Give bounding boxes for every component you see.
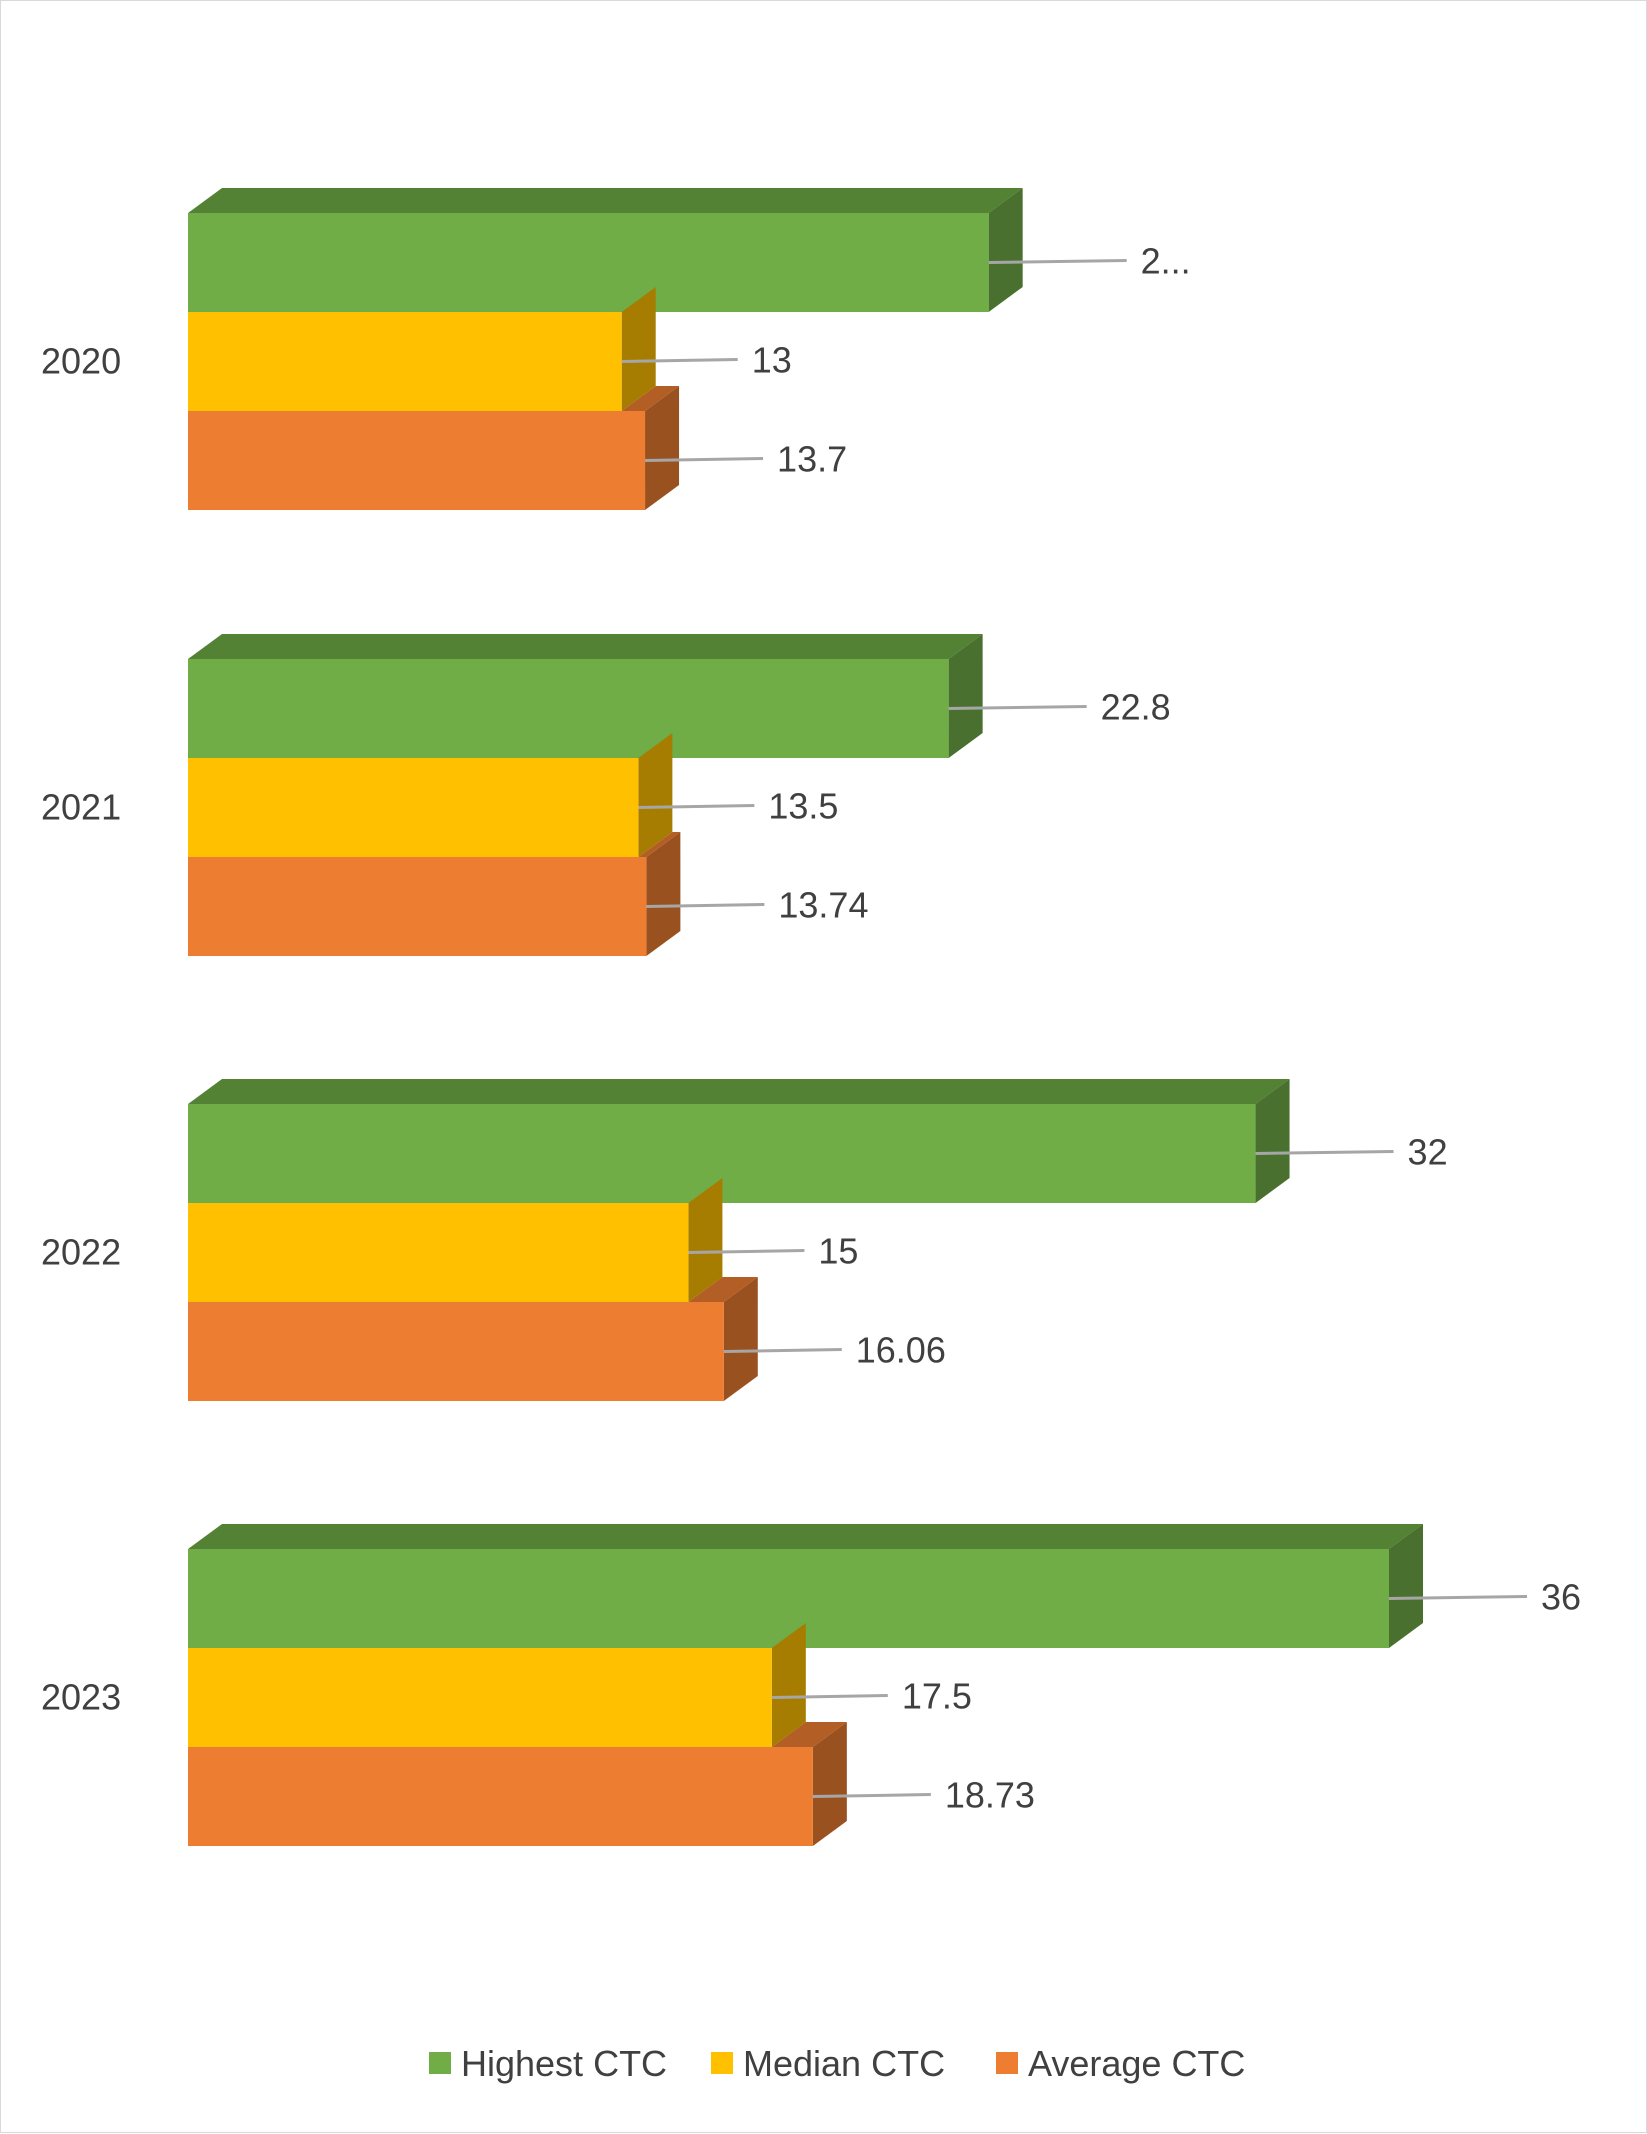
- leader-line: [646, 903, 765, 908]
- bar-side-face: [771, 1623, 806, 1747]
- legend-swatch: [429, 2052, 451, 2074]
- data-label-highest-ctc-2020: 2...: [1141, 241, 1191, 282]
- bar-side-face: [1255, 1079, 1290, 1203]
- labels-layer: 2020 2... 13 13.7 2021 22.8 13.5 13.74 2022 32 15 1…: [41, 241, 1581, 1816]
- bar-front-face: [188, 857, 647, 956]
- bar-highest-ctc-2023: [188, 1524, 1423, 1648]
- bar-front-face: [188, 1747, 813, 1846]
- data-label-average-ctc-2023: 18.73: [945, 1775, 1035, 1816]
- data-label-average-ctc-2020: 13.7: [777, 439, 847, 480]
- leader-line: [948, 705, 1087, 710]
- leader-line: [988, 259, 1127, 264]
- bar-median-ctc-2021: [188, 733, 673, 857]
- bar-highest-ctc-2022: [188, 1079, 1290, 1203]
- bar-side-face: [948, 634, 983, 758]
- category-label-2023: 2023: [41, 1677, 121, 1718]
- category-label-2021: 2021: [41, 787, 121, 828]
- bar-side-face: [638, 733, 673, 857]
- bar-side-face: [723, 1277, 758, 1401]
- bar-top-face: [638, 832, 681, 857]
- data-label-median-ctc-2021: 13.5: [768, 786, 838, 827]
- bar-highest-ctc-2020: [188, 188, 1023, 312]
- leader-line: [621, 358, 738, 363]
- bar-top-face: [771, 1722, 847, 1747]
- category-label-2022: 2022: [41, 1232, 121, 1273]
- bar-median-ctc-2022: [188, 1178, 723, 1302]
- bar-top-face: [188, 1079, 1290, 1104]
- legend-item-highest-ctc: Highest CTC: [429, 2043, 667, 2084]
- bar-front-face: [188, 1302, 724, 1401]
- bar-top-face: [188, 634, 983, 659]
- bar-top-face: [188, 1524, 1423, 1549]
- bar-side-face: [812, 1722, 847, 1846]
- leader-line: [1255, 1150, 1394, 1155]
- bar-average-ctc-2020: [188, 386, 680, 510]
- bar-top-face: [621, 386, 680, 411]
- bar-side-face: [688, 1178, 723, 1302]
- legend-swatch: [996, 2052, 1018, 2074]
- category-label-2020: 2020: [41, 341, 121, 382]
- data-label-average-ctc-2021: 13.74: [778, 885, 868, 926]
- bar-highest-ctc-2021: [188, 634, 983, 758]
- data-label-median-ctc-2022: 15: [818, 1231, 858, 1272]
- bar-top-face: [688, 1277, 758, 1302]
- data-label-average-ctc-2022: 16.06: [856, 1330, 946, 1371]
- bar-side-face: [646, 832, 681, 956]
- bars-layer: [188, 188, 1423, 1846]
- legend-swatch: [711, 2052, 733, 2074]
- bar-average-ctc-2023: [188, 1722, 847, 1846]
- data-label-highest-ctc-2022: 32: [1408, 1132, 1448, 1173]
- bar-top-face: [188, 188, 1023, 213]
- bar-average-ctc-2021: [188, 832, 681, 956]
- bar-front-face: [188, 411, 646, 510]
- leader-line: [688, 1249, 805, 1254]
- bar-front-face: [188, 312, 622, 411]
- legend-label: Highest CTC: [461, 2043, 667, 2084]
- leader-line: [638, 804, 755, 809]
- bar-front-face: [188, 1549, 1389, 1648]
- leader-line: [645, 457, 764, 462]
- legend-item-median-ctc: Median CTC: [711, 2043, 945, 2084]
- bar-front-face: [188, 659, 949, 758]
- leader-line: [1388, 1595, 1528, 1600]
- bar-front-face: [188, 1648, 772, 1747]
- bar-side-face: [645, 386, 680, 510]
- legend-label: Average CTC: [1028, 2043, 1245, 2084]
- leader-line: [771, 1694, 888, 1699]
- data-label-highest-ctc-2023: 36: [1541, 1577, 1581, 1618]
- bar-average-ctc-2022: [188, 1277, 758, 1401]
- leader-line: [723, 1348, 842, 1353]
- bar-median-ctc-2023: [188, 1623, 806, 1747]
- legend-item-average-ctc: Average CTC: [996, 2043, 1245, 2084]
- bar-median-ctc-2020: [188, 287, 656, 411]
- bar-side-face: [1389, 1524, 1423, 1648]
- bar-side-face: [621, 287, 656, 411]
- bar-front-face: [188, 213, 989, 312]
- data-label-highest-ctc-2021: 22.8: [1101, 687, 1171, 728]
- bar-front-face: [188, 1203, 689, 1302]
- legend: Highest CTC Median CTC Average CTC: [429, 2043, 1245, 2084]
- data-label-median-ctc-2023: 17.5: [902, 1676, 972, 1717]
- bar-side-face: [988, 188, 1023, 312]
- data-label-median-ctc-2020: 13: [752, 340, 792, 381]
- leader-line: [812, 1793, 931, 1798]
- bar-front-face: [188, 758, 639, 857]
- legend-label: Median CTC: [743, 2043, 945, 2084]
